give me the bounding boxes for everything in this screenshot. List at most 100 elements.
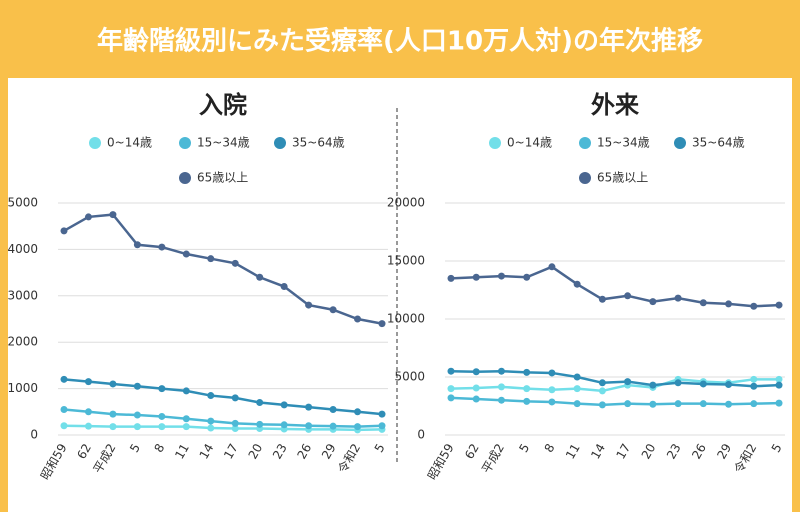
point xyxy=(649,381,657,389)
point xyxy=(84,408,92,416)
point xyxy=(775,375,783,383)
point xyxy=(231,259,239,267)
legend-label: 35~64歳 xyxy=(292,136,345,150)
y-tick-label: 20000 xyxy=(387,196,425,210)
point xyxy=(158,423,166,431)
point xyxy=(231,419,239,427)
subplot-title: 外来 xyxy=(591,91,640,119)
point xyxy=(378,410,386,418)
point xyxy=(231,425,239,433)
point xyxy=(750,302,758,310)
line xyxy=(63,424,383,432)
point xyxy=(305,422,313,430)
x-tick-label: 29 xyxy=(714,441,734,461)
point xyxy=(60,422,68,430)
x-tick-label: 62 xyxy=(462,441,482,461)
point xyxy=(775,399,783,407)
point xyxy=(598,379,606,387)
x-tick-label: 62 xyxy=(74,441,94,461)
point xyxy=(280,401,288,409)
x-tick-label: 17 xyxy=(221,441,241,461)
y-tick-label: 0 xyxy=(30,428,38,442)
point xyxy=(725,381,733,389)
point xyxy=(573,373,581,381)
y-tick-label: 5000 xyxy=(7,196,38,210)
line xyxy=(63,408,383,428)
point xyxy=(305,301,313,309)
point xyxy=(207,392,215,400)
point xyxy=(158,243,166,251)
subplot-title: 入院 xyxy=(199,91,247,119)
legend-marker xyxy=(89,137,101,149)
point xyxy=(775,301,783,309)
point xyxy=(725,400,733,408)
point xyxy=(280,421,288,429)
point xyxy=(674,294,682,302)
point xyxy=(109,380,117,388)
line xyxy=(63,213,383,325)
x-tick-label: 26 xyxy=(294,441,314,461)
legend-marker xyxy=(579,172,591,184)
point xyxy=(548,263,556,271)
legend-marker xyxy=(274,137,286,149)
point xyxy=(649,400,657,408)
point xyxy=(207,424,215,432)
x-tick-label: 20 xyxy=(246,441,266,461)
point xyxy=(497,272,505,280)
point xyxy=(182,250,190,258)
line xyxy=(450,265,780,308)
point xyxy=(329,422,337,430)
point xyxy=(182,423,190,431)
point xyxy=(548,398,556,406)
legend-label: 15~34歳 xyxy=(197,136,250,150)
point xyxy=(523,273,531,281)
point xyxy=(523,397,531,405)
point xyxy=(447,274,455,282)
point xyxy=(699,380,707,388)
x-tick-label: 17 xyxy=(613,441,633,461)
point xyxy=(725,300,733,308)
point xyxy=(158,385,166,393)
legend-label: 0~14歳 xyxy=(507,136,552,150)
y-tick-label: 3000 xyxy=(7,288,38,302)
point xyxy=(573,385,581,393)
point xyxy=(60,405,68,413)
y-tick-label: 4000 xyxy=(7,242,38,256)
point xyxy=(280,283,288,291)
point xyxy=(207,417,215,425)
y-tick-label: 2000 xyxy=(7,335,38,349)
point xyxy=(109,211,117,219)
point xyxy=(649,298,657,306)
point xyxy=(256,273,264,281)
point xyxy=(750,400,758,408)
point xyxy=(598,401,606,409)
legend-label: 15~34歳 xyxy=(597,136,650,150)
point xyxy=(133,411,141,419)
panel xyxy=(8,78,792,512)
x-tick-label: 29 xyxy=(319,441,339,461)
point xyxy=(598,387,606,395)
point xyxy=(133,382,141,390)
legend-marker xyxy=(579,137,591,149)
y-tick-label: 5000 xyxy=(394,370,425,384)
point xyxy=(472,384,480,392)
point xyxy=(674,400,682,408)
y-tick-label: 10000 xyxy=(387,312,425,326)
legend-label: 35~64歳 xyxy=(692,136,745,150)
x-tick-label: 20 xyxy=(639,441,659,461)
point xyxy=(472,273,480,281)
point xyxy=(447,385,455,393)
point xyxy=(84,378,92,386)
point xyxy=(182,387,190,395)
point xyxy=(523,368,531,376)
x-tick-label: 14 xyxy=(588,441,608,461)
point xyxy=(699,299,707,307)
point xyxy=(573,400,581,408)
point xyxy=(548,386,556,394)
line xyxy=(450,396,780,407)
point xyxy=(548,369,556,377)
point xyxy=(231,394,239,402)
point xyxy=(329,405,337,413)
point xyxy=(624,378,632,386)
